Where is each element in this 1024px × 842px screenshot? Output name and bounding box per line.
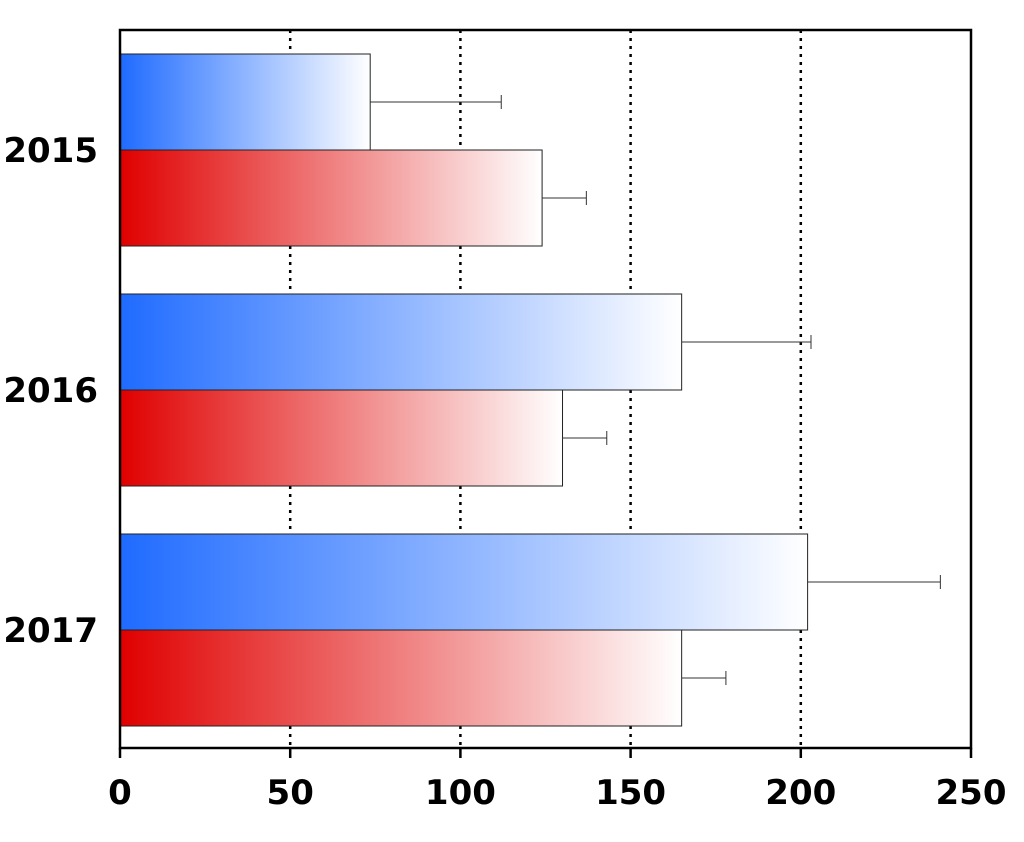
bar-2017-series-1	[119, 533, 809, 631]
x-tick-label-200: 200	[765, 773, 836, 813]
x-tick-label-250: 250	[936, 773, 1007, 813]
plot-frame	[118, 28, 973, 750]
x-tick-label-100: 100	[425, 773, 496, 813]
bar-2016-series-2	[119, 389, 564, 487]
y-category-label-2017: 2017	[3, 611, 98, 651]
error-bars	[370, 95, 941, 685]
x-tick-label-150: 150	[595, 773, 666, 813]
bars	[119, 53, 809, 727]
x-axis: 0 50 100 150 200 250	[108, 748, 1006, 813]
bar-2017-series-2	[119, 629, 683, 727]
y-axis: 2015 2016 2017	[3, 131, 98, 651]
y-category-label-2016: 2016	[3, 371, 98, 411]
bar-2015-series-1	[119, 53, 371, 151]
x-tick-label-50: 50	[267, 773, 314, 813]
x-tick-label-0: 0	[108, 773, 132, 813]
bar-2016-series-1	[119, 293, 683, 391]
bar-2015-series-2	[119, 149, 543, 247]
y-category-label-2015: 2015	[3, 131, 98, 171]
